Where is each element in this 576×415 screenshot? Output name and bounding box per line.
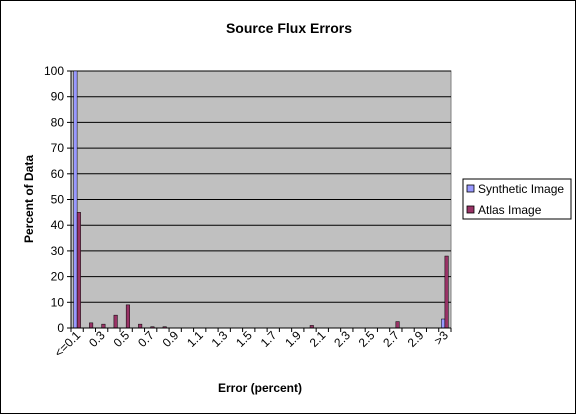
y-tick-label: 10 bbox=[51, 295, 65, 309]
legend-swatch-synthetic bbox=[466, 184, 475, 193]
y-tick-label: 50 bbox=[51, 193, 65, 207]
y-tick-label: 60 bbox=[51, 167, 65, 181]
x-tick-label: 2.3 bbox=[331, 328, 353, 350]
legend: Synthetic Image Atlas Image bbox=[462, 178, 572, 220]
legend-swatch-atlas bbox=[466, 205, 475, 214]
atlas-image-bar bbox=[395, 321, 400, 329]
y-tick-label: 70 bbox=[51, 141, 65, 155]
y-tick-label: 100 bbox=[44, 64, 64, 78]
x-tick-label: >3 bbox=[431, 328, 451, 348]
atlas-image-bar bbox=[138, 323, 143, 329]
x-tick-label: 1.9 bbox=[282, 328, 304, 350]
chart-title: Source Flux Errors bbox=[226, 20, 352, 36]
x-tick-label: 1.1 bbox=[184, 328, 206, 350]
x-tick-label: 0.3 bbox=[86, 328, 108, 350]
x-tick-label: 1.3 bbox=[209, 328, 231, 350]
x-tick-label: 2.1 bbox=[307, 328, 329, 350]
atlas-image-bar bbox=[89, 322, 94, 329]
y-tick-label: 80 bbox=[51, 115, 65, 129]
x-tick-label: 2.5 bbox=[356, 328, 378, 350]
x-tick-label: 0.9 bbox=[160, 328, 182, 350]
x-tick-label: 0.7 bbox=[135, 328, 157, 350]
y-tick-labels: 0 10 20 30 40 50 60 70 80 90 100 bbox=[44, 64, 71, 335]
y-tick-label: 0 bbox=[57, 321, 64, 335]
x-tick-labels: <=0.1 0.3 0.5 0.7 0.9 1.1 1.3 1.5 1.7 1.9 2.1 2.3 2.… bbox=[52, 328, 452, 360]
bars bbox=[73, 70, 449, 329]
synthetic-image-bar bbox=[73, 70, 78, 329]
legend-label-synthetic: Synthetic Image bbox=[478, 182, 564, 196]
x-tick-label: 0.5 bbox=[111, 328, 133, 350]
x-tick-label: 1.5 bbox=[233, 328, 255, 350]
y-tick-label: 30 bbox=[51, 244, 65, 258]
atlas-image-bar bbox=[125, 304, 130, 329]
gridlines bbox=[71, 70, 451, 303]
atlas-image-bar bbox=[76, 212, 81, 329]
y-tick-label: 20 bbox=[51, 270, 65, 284]
x-tick-label: 2.9 bbox=[405, 328, 427, 350]
legend-box bbox=[462, 178, 572, 220]
atlas-image-bar bbox=[444, 255, 449, 329]
atlas-image-bar bbox=[101, 323, 106, 329]
atlas-image-bar bbox=[113, 314, 118, 329]
y-tick-label: 90 bbox=[51, 90, 65, 104]
y-axis-title: Percent of Data bbox=[22, 155, 36, 243]
legend-label-atlas: Atlas Image bbox=[478, 203, 542, 217]
x-axis-title: Error (percent) bbox=[218, 381, 302, 395]
synthetic-image-bar bbox=[441, 318, 446, 329]
y-tick-label: 40 bbox=[51, 218, 65, 232]
x-tick-label: 1.7 bbox=[258, 328, 280, 350]
x-tick-label: 2.7 bbox=[380, 328, 402, 350]
